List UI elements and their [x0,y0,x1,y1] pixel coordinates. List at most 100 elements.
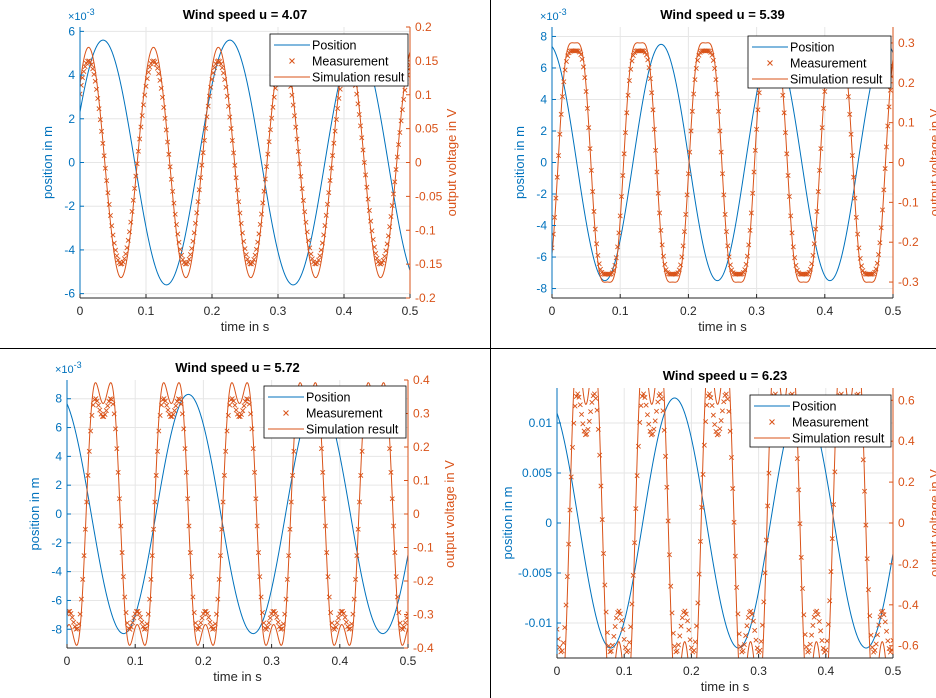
y-tick-label-right: 0.4 [898,434,915,448]
measurement-marker [646,65,652,71]
measurement-marker [880,608,886,614]
measurement-marker [827,598,833,604]
x-axis-label: time in s [701,679,750,694]
measurement-marker [128,624,134,630]
measurement-marker [127,626,133,632]
measurement-marker [68,610,74,617]
legend: Position Measurement Simulation result [263,385,407,439]
measurement-marker [663,453,669,459]
measurement-marker [103,408,109,414]
measurement-marker [824,638,830,644]
measurement-marker [687,637,693,643]
y-axis-label-right: output voltage in V [442,460,457,568]
measurement-marker [872,269,878,275]
measurement-marker [741,642,747,648]
y-tick-label-left: -0.01 [525,616,553,630]
measurement-marker [269,115,275,121]
measurement-marker [642,49,648,55]
measurement-marker [819,637,825,644]
measurement-marker [137,614,143,620]
measurement-marker [674,648,680,654]
measurement-marker [806,269,812,275]
legend-marker-measurement [767,60,773,66]
measurement-marker [94,398,100,404]
y-tick-label-right: -0.1 [413,541,434,555]
measurement-marker [324,201,331,207]
measurement-marker [700,471,706,477]
y-axis-label-left: position in m [40,126,55,199]
y-tick-label-left: 4 [55,449,62,463]
measurement-marker [161,104,167,110]
measurement-marker [398,118,404,124]
measurement-marker [744,623,750,629]
measurement-marker [803,644,809,650]
y-tick-label-right: -0.05 [415,189,443,203]
measurement-marker [194,210,200,216]
measurement-marker [379,260,385,266]
measurement-marker [225,103,232,109]
y-tick-label-right: 0.6 [898,393,915,407]
measurement-marker [96,106,102,112]
measurement-marker [258,211,265,217]
measurement-marker [792,255,798,261]
measurement-marker [120,259,126,265]
measurement-marker [109,396,115,402]
measurement-marker [650,431,656,437]
measurement-marker [677,633,683,639]
measurement-marker [251,257,257,263]
measurement-marker [173,403,179,409]
measurement-marker [143,626,149,632]
measurement-marker [275,619,281,625]
measurement-marker [182,261,188,267]
measurement-marker [579,411,585,417]
measurement-marker [562,67,568,73]
measurement-marker [80,91,83,97]
measurement-marker [236,199,242,205]
measurement-marker [102,411,108,418]
legend-label: Position [306,391,351,405]
measurement-marker [706,391,713,397]
measurement-marker [617,611,623,617]
measurement-marker [753,637,759,643]
measurement-marker [803,271,809,277]
measurement-marker [129,209,135,215]
measurement-marker [69,614,75,620]
measurement-marker [588,409,594,415]
x-tick-label: 0.1 [616,664,633,678]
y-tick-label-right: 0.1 [415,88,432,102]
measurement-marker [402,620,408,626]
measurement-marker [692,639,698,645]
measurement-marker [233,407,239,413]
measurement-marker [82,64,88,70]
x-axis-label: time in s [213,669,262,684]
measurement-marker [347,626,353,632]
legend-label: Position [790,41,835,55]
measurement-marker [162,115,168,121]
y-tick-label-right: 0.1 [898,116,915,130]
measurement-marker [884,628,890,634]
measurement-marker [806,648,812,654]
measurement-marker [809,632,815,638]
measurement-marker [139,619,145,625]
measurement-marker [557,626,560,632]
measurement-marker [602,582,608,588]
x-tick-label: 0.3 [263,654,280,668]
measurement-marker [97,117,103,123]
x-tick-label: 0.1 [612,304,629,318]
measurement-marker [737,644,744,650]
measurement-marker [876,622,882,628]
measurement-marker [156,428,162,434]
measurement-marker [564,574,570,580]
legend-label: Simulation result [790,73,883,87]
measurement-marker [229,396,235,402]
measurement-marker [719,408,725,414]
y-tick-label-right: -0.6 [898,639,919,653]
y-tick-label-left: 6 [68,24,75,38]
measurement-marker [832,469,838,475]
measurement-marker [582,432,588,438]
measurement-marker [639,393,645,399]
measurement-marker [153,61,159,67]
measurement-marker [675,270,681,276]
measurement-marker [680,243,686,249]
y-exponent-label: ×10-3 [55,360,82,376]
